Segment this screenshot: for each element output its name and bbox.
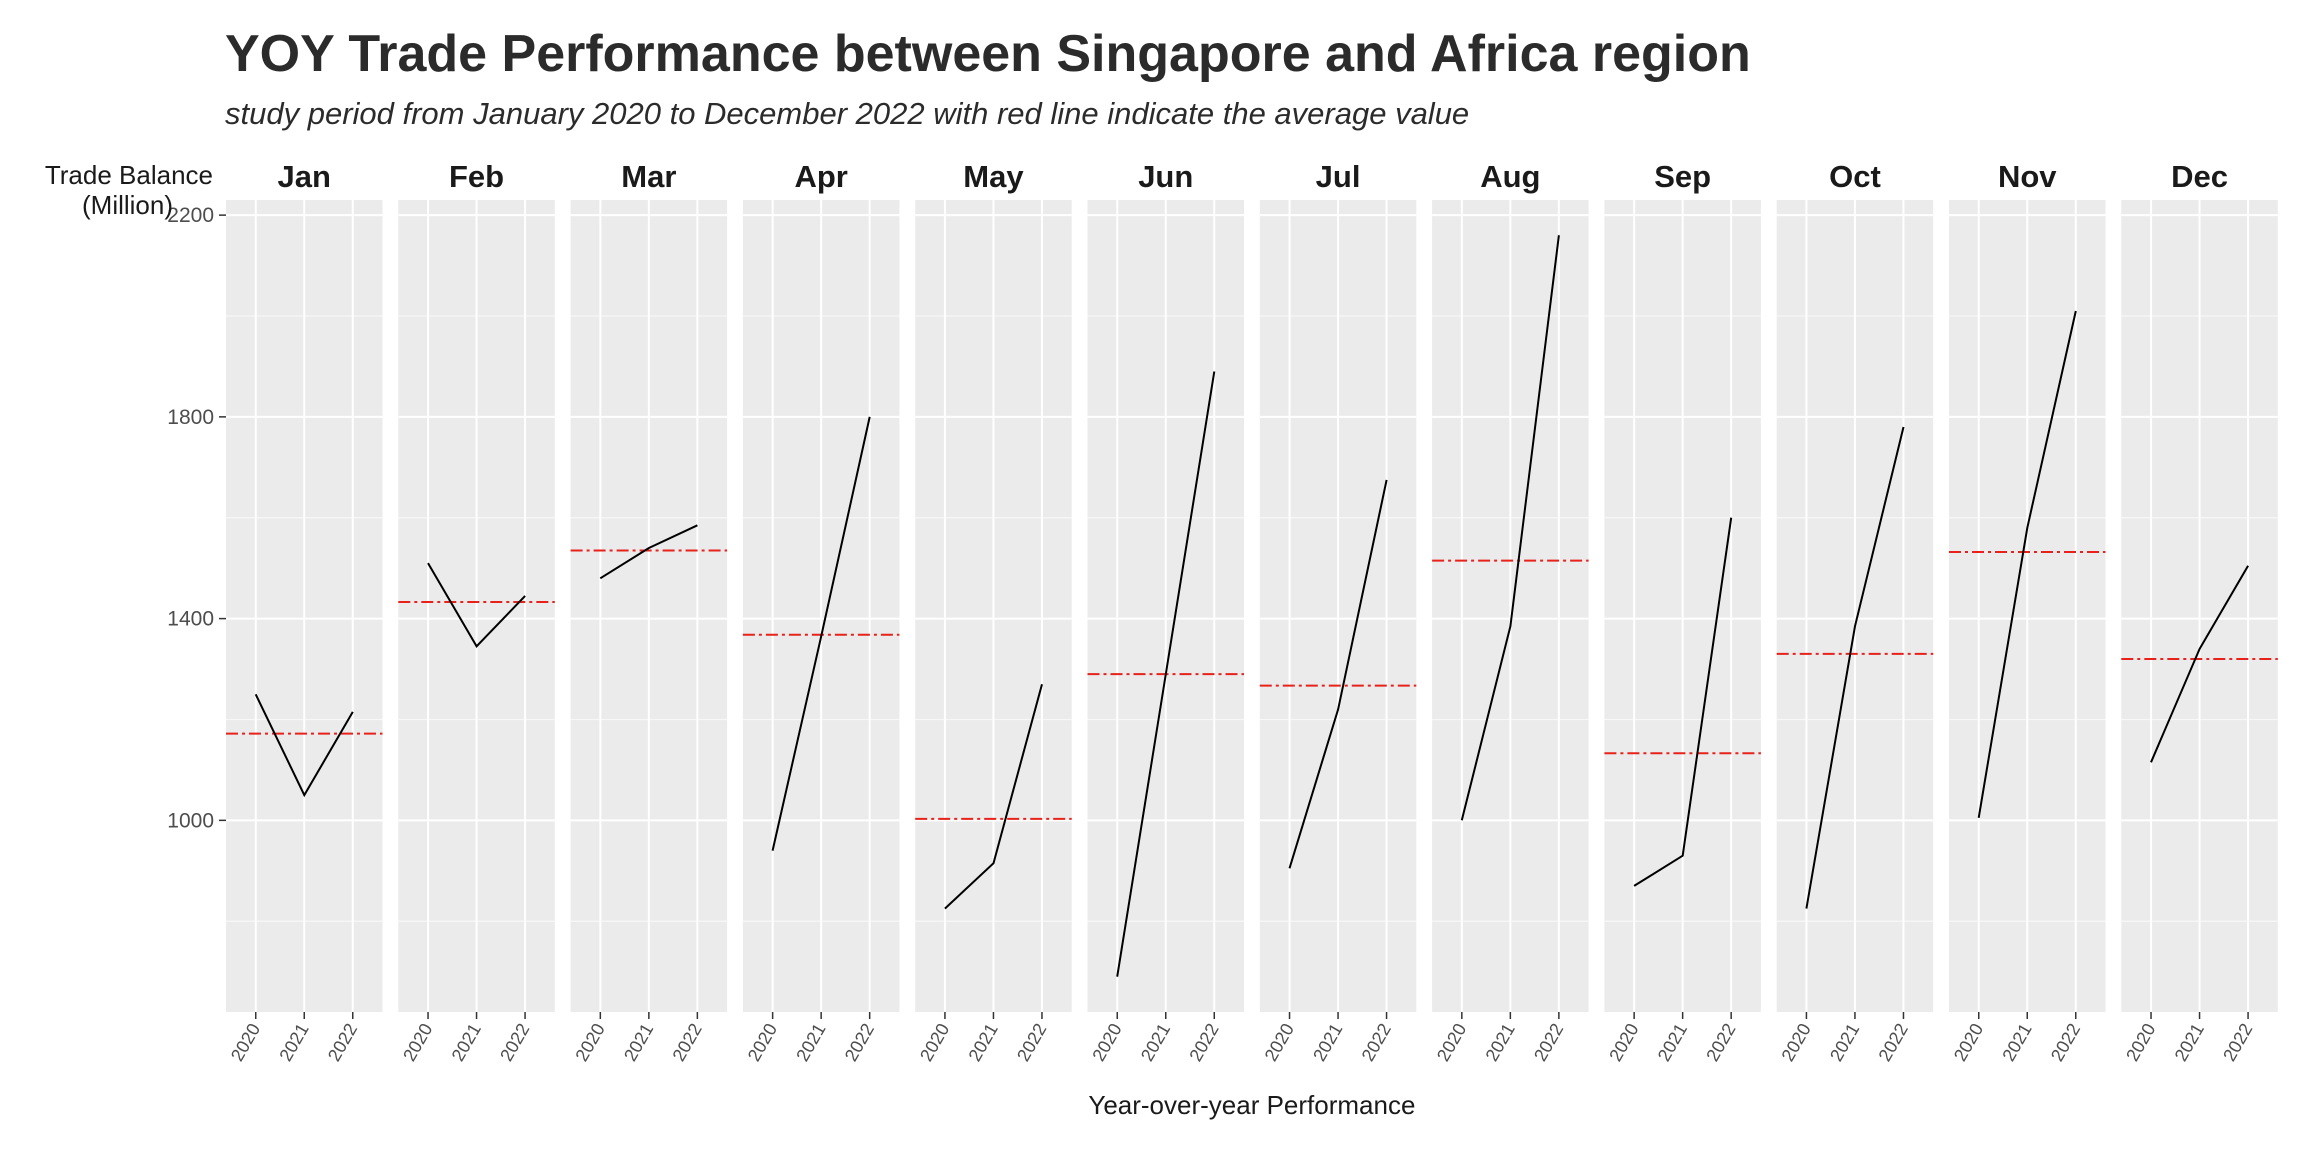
y-axis-title-line: Trade Balance: [45, 160, 213, 190]
series-line-sep: [1633, 517, 1733, 887]
facet-label-feb: Feb: [449, 159, 504, 194]
x-tick-label-sep-2021: 2021: [1654, 1020, 1691, 1065]
facet-label-sep: Sep: [1654, 159, 1711, 194]
x-tick-label-jan-2021: 2021: [275, 1020, 312, 1065]
x-tick-label-nov-2022: 2022: [2047, 1020, 2084, 1065]
x-tick-label-jul-2020: 2020: [1261, 1020, 1298, 1065]
facet-label-apr: Apr: [794, 159, 847, 194]
y-tick-label-1400: 1400: [167, 608, 214, 631]
x-tick-label-feb-2022: 2022: [496, 1020, 533, 1065]
chart-title: YOY Trade Performance between Singapore …: [225, 25, 1751, 83]
chart-subtitle: study period from January 2020 to Decemb…: [225, 96, 1470, 131]
series-line-jun: [1116, 371, 1216, 977]
x-tick-label-feb-2021: 2021: [448, 1020, 485, 1065]
y-tick-label-1000: 1000: [167, 809, 214, 832]
facet-label-nov: Nov: [1998, 159, 2057, 194]
series-line-oct: [1805, 426, 1905, 909]
x-tick-label-jan-2020: 2020: [227, 1020, 264, 1065]
facet-label-oct: Oct: [1829, 159, 1881, 194]
facet-label-jun: Jun: [1138, 159, 1193, 194]
y-tick-label-1800: 1800: [167, 406, 214, 429]
x-tick-label-sep-2022: 2022: [1702, 1020, 1739, 1065]
x-tick-label-aug-2021: 2021: [1481, 1020, 1518, 1065]
series-line-apr: [771, 416, 871, 851]
x-tick-label-apr-2020: 2020: [744, 1020, 781, 1065]
y-tick-label-2200: 2200: [167, 204, 214, 227]
x-tick-label-may-2022: 2022: [1013, 1020, 1050, 1065]
x-tick-label-jun-2020: 2020: [1088, 1020, 1125, 1065]
series-line-dec: [2150, 565, 2249, 763]
x-tick-label-oct-2020: 2020: [1778, 1020, 1815, 1065]
x-tick-label-dec-2022: 2022: [2219, 1020, 2256, 1065]
y-axis-title: Trade Balance (Million): [45, 160, 213, 220]
x-tick-label-aug-2020: 2020: [1433, 1020, 1470, 1065]
x-tick-label-feb-2020: 2020: [399, 1020, 436, 1065]
x-tick-label-jul-2021: 2021: [1309, 1020, 1346, 1065]
series-line-nov: [1977, 310, 2077, 818]
x-tick-label-jan-2022: 2022: [324, 1020, 361, 1065]
facet-label-aug: Aug: [1480, 159, 1540, 194]
x-tick-label-dec-2021: 2021: [2171, 1020, 2208, 1065]
x-tick-label-may-2021: 2021: [965, 1020, 1002, 1065]
x-tick-label-jun-2022: 2022: [1185, 1020, 1222, 1065]
x-tick-label-jun-2021: 2021: [1137, 1020, 1174, 1065]
x-tick-label-apr-2022: 2022: [841, 1020, 878, 1065]
series-line-aug: [1460, 235, 1560, 821]
x-tick-label-apr-2021: 2021: [792, 1020, 829, 1065]
y-axis-title-line: (Million): [82, 190, 173, 220]
series-line-may: [944, 683, 1043, 910]
facet-label-dec: Dec: [2171, 159, 2228, 194]
facet-label-jan: Jan: [278, 159, 331, 194]
x-tick-label-aug-2022: 2022: [1530, 1020, 1567, 1065]
x-tick-label-oct-2022: 2022: [1875, 1020, 1912, 1065]
x-axis-title: Year-over-year Performance: [1088, 1090, 1415, 1120]
series-line-mar: [599, 524, 698, 580]
series-line-jul: [1288, 479, 1388, 869]
x-tick-label-nov-2021: 2021: [1998, 1020, 2035, 1065]
x-tick-label-may-2020: 2020: [916, 1020, 953, 1065]
facet-label-may: May: [963, 159, 1024, 194]
series-line-jan: [254, 693, 354, 798]
x-tick-label-nov-2020: 2020: [1950, 1020, 1987, 1065]
x-tick-label-mar-2021: 2021: [620, 1020, 657, 1065]
x-tick-label-mar-2022: 2022: [668, 1020, 705, 1065]
series-line-feb: [427, 562, 526, 648]
facet-label-jul: Jul: [1316, 159, 1361, 194]
x-tick-label-oct-2021: 2021: [1826, 1020, 1863, 1065]
x-tick-label-jul-2022: 2022: [1358, 1020, 1395, 1065]
x-tick-label-dec-2020: 2020: [2122, 1020, 2159, 1065]
facet-label-mar: Mar: [621, 159, 676, 194]
x-tick-label-sep-2020: 2020: [1605, 1020, 1642, 1065]
x-tick-label-mar-2020: 2020: [571, 1020, 608, 1065]
